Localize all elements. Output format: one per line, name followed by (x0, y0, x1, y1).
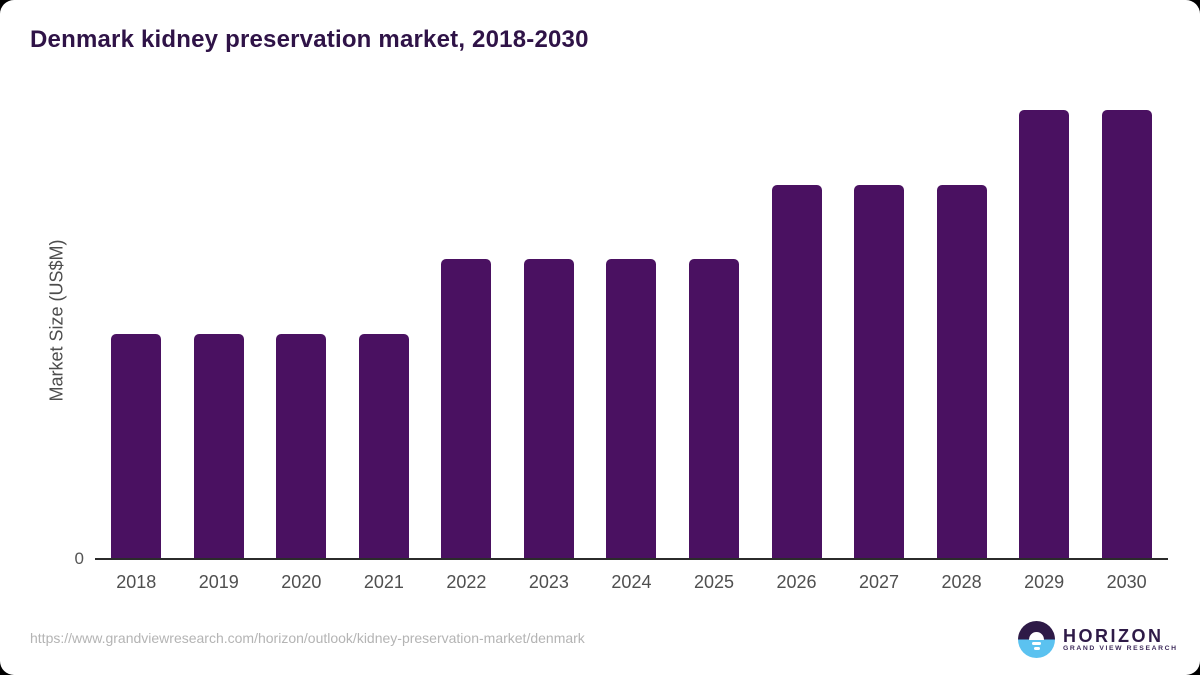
x-tick-label: 2030 (1106, 572, 1147, 592)
bar-column (343, 110, 426, 558)
x-tick-label: 2026 (776, 572, 817, 592)
x-tick-label: 2028 (941, 572, 982, 592)
x-tick-label: 2023 (528, 572, 569, 592)
bar-column (508, 110, 591, 558)
bar-column (95, 110, 178, 558)
sun-reflection-dash (1033, 647, 1040, 650)
logo-subtext: GRAND VIEW RESEARCH (1063, 645, 1178, 653)
bar-column (1085, 110, 1168, 558)
horizon-sun-icon (1018, 621, 1055, 658)
x-tick-label: 2018 (116, 572, 157, 592)
bar-2019 (193, 334, 244, 558)
x-tick-label: 2027 (859, 572, 900, 592)
logo-name: HORIZON (1063, 625, 1164, 646)
sun-reflection-dash (1032, 642, 1041, 645)
bar-2028 (936, 185, 987, 558)
bar-column (1003, 110, 1086, 558)
bar-2021 (358, 334, 409, 558)
bar-2018 (111, 334, 162, 558)
bar-column (425, 110, 508, 558)
x-tick-label: 2025 (693, 572, 734, 592)
bar-2020 (276, 334, 327, 558)
y-axis-zero-tick: 0 (74, 549, 84, 568)
bar-column (590, 110, 673, 558)
bar-column (260, 110, 343, 558)
x-tick-label: 2022 (446, 572, 487, 592)
x-tick-label: 2029 (1024, 572, 1065, 592)
bar-column (838, 110, 921, 558)
x-tick-label: 2019 (198, 572, 239, 592)
x-tick-label: 2021 (363, 572, 404, 592)
bar-2022 (441, 259, 492, 558)
horizon-logo: HORIZON GRAND VIEW RESEARCH (1018, 621, 1178, 658)
sun-icon (1029, 632, 1044, 640)
x-tick-label: 2024 (611, 572, 652, 592)
bar-2027 (854, 185, 905, 558)
bar-2030 (1101, 110, 1152, 558)
bar-2025 (688, 259, 739, 558)
bars (95, 110, 1168, 558)
bar-column (755, 110, 838, 558)
bar-2024 (606, 259, 657, 558)
x-tick-labels: 2018 2019 2020 2021 2022 2023 2024 2025 2026 2027… (95, 572, 1168, 593)
bar-column (920, 110, 1003, 558)
bar-2023 (523, 259, 574, 558)
x-axis-line (95, 558, 1168, 560)
logo-text: HORIZON GRAND VIEW RESEARCH (1063, 625, 1178, 653)
y-axis-label: Market Size (US$M) (46, 239, 67, 402)
bar-2029 (1019, 110, 1070, 558)
bar-column (673, 110, 756, 558)
page-title: Denmark kidney preservation market, 2018… (30, 26, 589, 53)
x-tick-label: 2020 (281, 572, 322, 592)
source-url: https://www.grandviewresearch.com/horizo… (30, 630, 585, 646)
bar-column (178, 110, 261, 558)
bar-2026 (771, 185, 822, 558)
